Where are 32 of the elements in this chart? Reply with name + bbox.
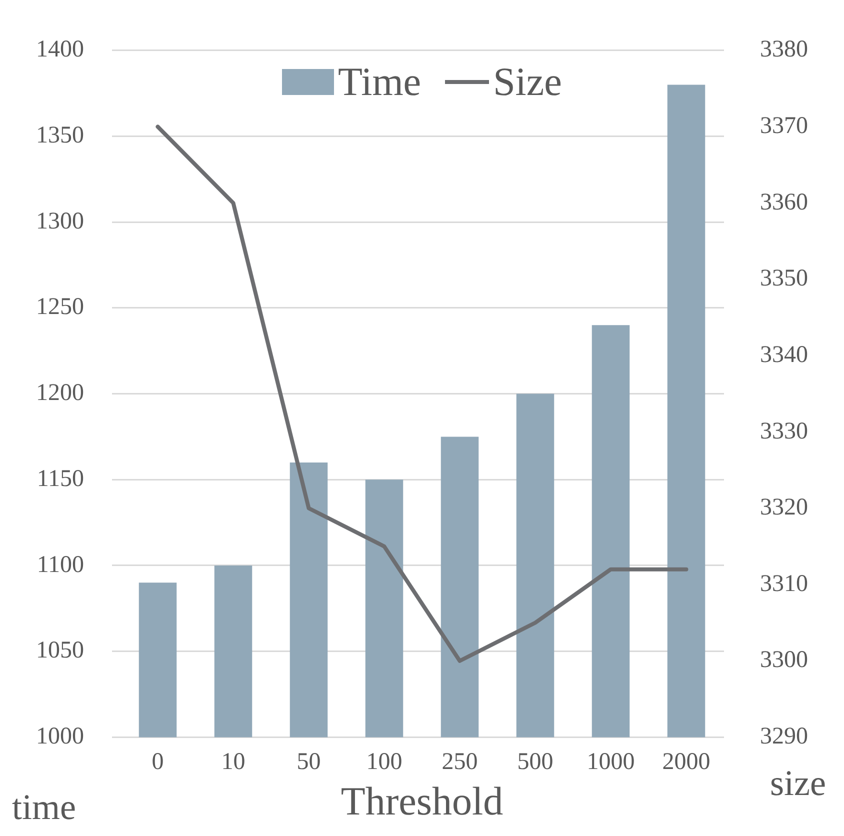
y-tick-label: 1400: [36, 36, 84, 63]
x-axis-title: Threshold: [340, 778, 504, 824]
y2-tick-label: 3380: [760, 36, 808, 63]
y2-tick-label: 3290: [760, 723, 808, 750]
y-tick-label: 1000: [36, 723, 84, 750]
y2-tick-label: 3360: [760, 189, 808, 216]
y-tick-label: 1300: [36, 208, 84, 234]
y2-tick-label: 3320: [760, 494, 808, 521]
x-tick-label: 2000: [662, 748, 710, 775]
y2-tick-label: 3370: [760, 113, 808, 140]
y-tick-label: 1250: [36, 294, 84, 320]
y2-tick-label: 3350: [760, 266, 808, 292]
y-tick-label: 1050: [36, 638, 84, 664]
y-tick-label: 1350: [36, 122, 84, 149]
legend-label: Size: [493, 58, 562, 105]
y2-tick-label: 3310: [760, 570, 808, 597]
x-tick-label: 0: [152, 748, 164, 775]
x-tick-label: 10: [221, 748, 246, 775]
y-tick-label: 1100: [36, 552, 84, 578]
x-tick-label: 1000: [586, 748, 635, 775]
y2-axis-title: size: [770, 762, 826, 804]
y2-tick-label: 3300: [760, 647, 808, 674]
y-tick-label: 1150: [36, 466, 84, 492]
x-tick-label: 500: [517, 748, 554, 775]
y2-tick-label: 3330: [760, 418, 808, 444]
x-tick-label: 50: [296, 748, 321, 775]
y-tick-label: 1200: [36, 380, 84, 406]
y2-tick-label: 3340: [760, 342, 808, 368]
x-tick-label: 250: [442, 748, 478, 775]
y-axis-title: time: [12, 786, 76, 828]
legend-label: Time: [338, 58, 422, 105]
x-tick-label: 100: [366, 748, 402, 775]
